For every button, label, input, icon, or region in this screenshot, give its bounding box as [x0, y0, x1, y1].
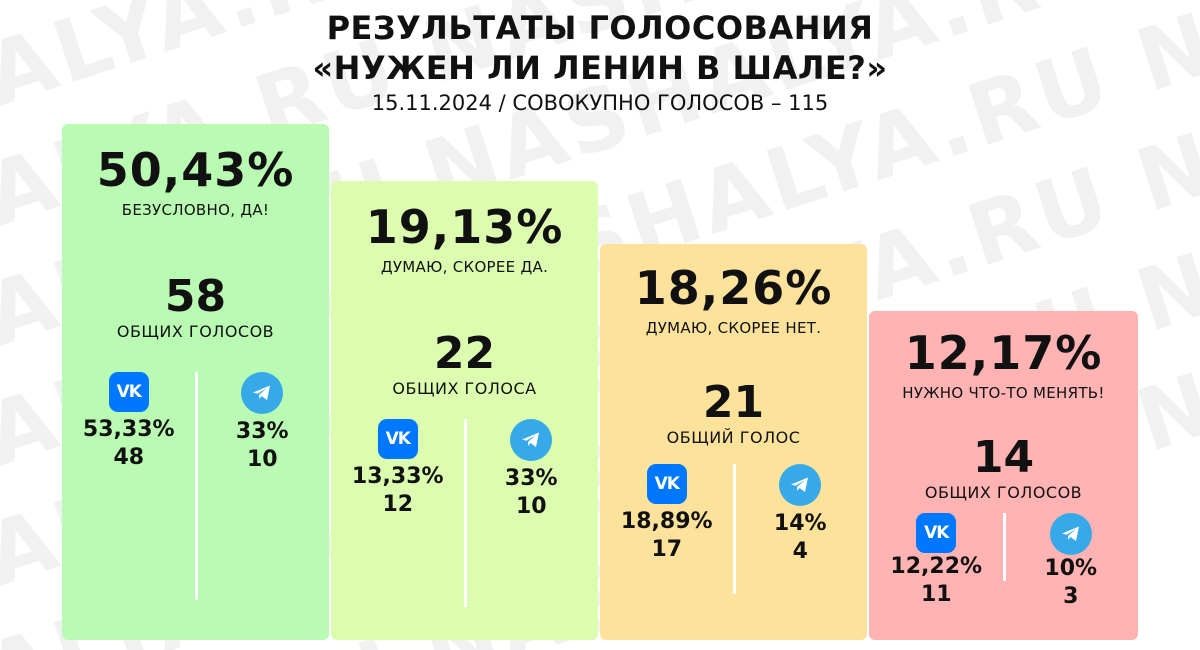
platform-vk: VK 13,33% 12 [331, 419, 465, 521]
vk-count: 12 [382, 492, 414, 517]
telegram-icon [241, 372, 284, 414]
card-answer: ДУМАЮ, СКОРЕЕ ДА. [380, 258, 549, 276]
vk-count: 11 [920, 582, 952, 607]
platform-telegram: 33% 10 [465, 419, 599, 521]
telegram-count: 3 [1063, 584, 1079, 609]
result-card-4: 12,17% НУЖНО ЧТО-ТО МЕНЯТЬ! 14 ОБЩИХ ГОЛ… [869, 311, 1138, 640]
telegram-percent: 33% [235, 419, 289, 444]
card-percent: 12,17% [904, 326, 1103, 380]
vk-icon: VK [916, 513, 957, 553]
card-total-label: ОБЩИХ ГОЛОСОВ [116, 322, 275, 341]
card-percent: 18,26% [634, 261, 833, 315]
title-line-2: «НУЖЕН ЛИ ЛЕНИН В ШАЛЕ?» [312, 49, 888, 87]
telegram-count: 10 [515, 494, 547, 519]
card-percent: 19,13% [365, 200, 564, 254]
divider [732, 464, 736, 594]
platform-breakdown: VK 18,89% 17 14% 4 [600, 464, 868, 594]
platform-breakdown: VK 12,22% 11 10% 3 [869, 513, 1138, 611]
result-card-2: 19,13% ДУМАЮ, СКОРЕЕ ДА. 22 ОБЩИХ ГОЛОСА… [331, 181, 598, 640]
platform-telegram: 10% 3 [1004, 513, 1139, 611]
subtitle: 15.11.2024 / СОВОКУПНО ГОЛОСОВ – 115 [371, 91, 829, 115]
card-total-votes: 58 [164, 271, 227, 322]
platform-telegram: 14% 4 [734, 464, 868, 566]
header: РЕЗУЛЬТАТЫ ГОЛОСОВАНИЯ «НУЖЕН ЛИ ЛЕНИН В… [0, 8, 1200, 116]
telegram-percent: 14% [773, 511, 827, 536]
telegram-icon [510, 419, 553, 461]
platform-vk: VK 18,89% 17 [600, 464, 734, 566]
divider [463, 419, 467, 607]
title-line-1: РЕЗУЛЬТАТЫ ГОЛОСОВАНИЯ [326, 9, 874, 47]
vk-percent: 18,89% [620, 509, 713, 534]
vk-icon: VK [646, 464, 687, 504]
card-total-label: ОБЩИХ ГОЛОСОВ [924, 483, 1083, 502]
platform-breakdown: VK 13,33% 12 33% 10 [331, 419, 599, 607]
result-card-3: 18,26% ДУМАЮ, СКОРЕЕ НЕТ. 21 ОБЩИЙ ГОЛОС… [600, 244, 867, 640]
divider [194, 372, 198, 600]
card-total-votes: 22 [433, 328, 496, 379]
card-answer: БЕЗУСЛОВНО, ДА! [121, 201, 270, 219]
platform-breakdown: VK 53,33% 48 33% 10 [62, 372, 330, 600]
vk-percent: 53,33% [82, 417, 175, 442]
card-total-votes: 21 [702, 377, 765, 428]
telegram-count: 10 [246, 447, 278, 472]
card-total-label: ОБЩИХ ГОЛОСА [392, 379, 537, 398]
result-card-1: 50,43% БЕЗУСЛОВНО, ДА! 58 ОБЩИХ ГОЛОСОВ … [62, 124, 329, 640]
vk-percent: 13,33% [351, 464, 444, 489]
card-total-label: ОБЩИЙ ГОЛОС [666, 428, 801, 447]
vk-count: 48 [113, 445, 145, 470]
platform-vk: VK 53,33% 48 [62, 372, 196, 474]
telegram-percent: 33% [504, 466, 558, 491]
platform-telegram: 33% 10 [196, 372, 330, 474]
card-answer: НУЖНО ЧТО-ТО МЕНЯТЬ! [902, 384, 1105, 402]
telegram-icon [779, 464, 822, 506]
vk-percent: 12,22% [890, 554, 983, 579]
platform-vk: VK 12,22% 11 [869, 513, 1004, 611]
vk-count: 17 [651, 537, 683, 562]
card-answer: ДУМАЮ, СКОРЕЕ НЕТ. [645, 319, 822, 337]
telegram-count: 4 [792, 539, 808, 564]
card-percent: 50,43% [96, 143, 295, 197]
card-total-votes: 14 [972, 432, 1035, 483]
vk-icon: VK [108, 372, 149, 412]
telegram-icon [1049, 513, 1092, 555]
telegram-percent: 10% [1044, 556, 1098, 581]
divider [1002, 513, 1006, 581]
vk-icon: VK [377, 419, 418, 459]
